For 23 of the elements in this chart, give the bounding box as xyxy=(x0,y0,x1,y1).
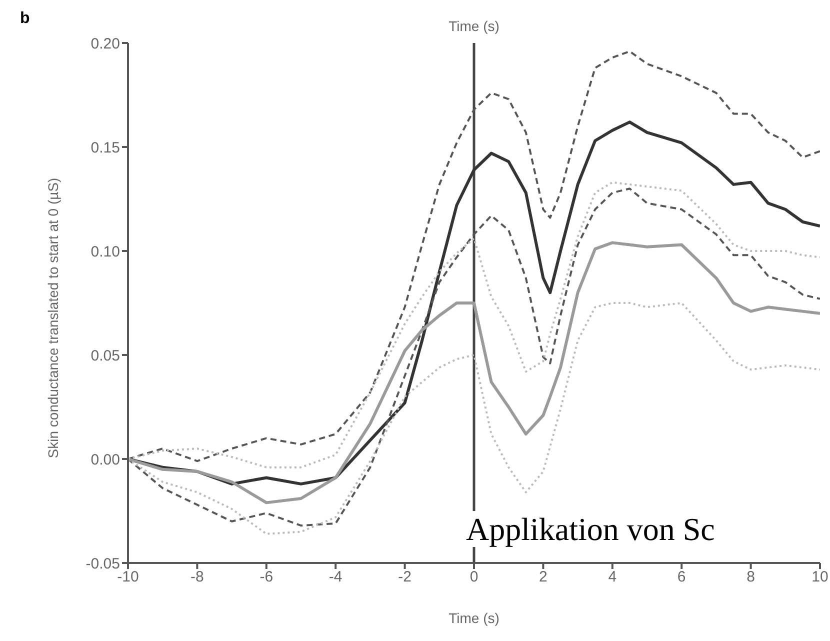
x-tick-label: 0 xyxy=(470,568,478,586)
text: b xyxy=(20,10,30,28)
y-tick-label: -0.05 xyxy=(86,555,120,572)
x-tick-label: 10 xyxy=(812,568,828,586)
y-tick-label: 0.05 xyxy=(90,347,120,364)
x-tick-label: 8 xyxy=(746,568,755,586)
ref-line-label: Time (s) xyxy=(448,18,500,34)
x-tick-label: 6 xyxy=(677,568,686,586)
x-tick-label: -6 xyxy=(260,568,274,586)
y-tick-label: 0.20 xyxy=(90,35,120,52)
x-tick-label: -8 xyxy=(190,568,204,586)
x-tick-label: -4 xyxy=(328,568,342,586)
y-axis-title: Skin conductance translated to start at 0 (µS) xyxy=(44,178,62,458)
y-tick-label: 0.15 xyxy=(90,139,120,156)
y-tick-label: 0.10 xyxy=(90,243,120,260)
x-axis-title: Time (s) xyxy=(448,610,500,626)
x-tick-label: 4 xyxy=(608,568,617,586)
x-tick-label: -10 xyxy=(117,568,139,586)
y-tick-label: 0.00 xyxy=(90,451,120,468)
x-tick-label: -2 xyxy=(398,568,412,586)
line-series xyxy=(128,241,820,504)
x-tick-label: 2 xyxy=(539,568,548,586)
annotation: Applikation von Sc xyxy=(466,511,715,547)
